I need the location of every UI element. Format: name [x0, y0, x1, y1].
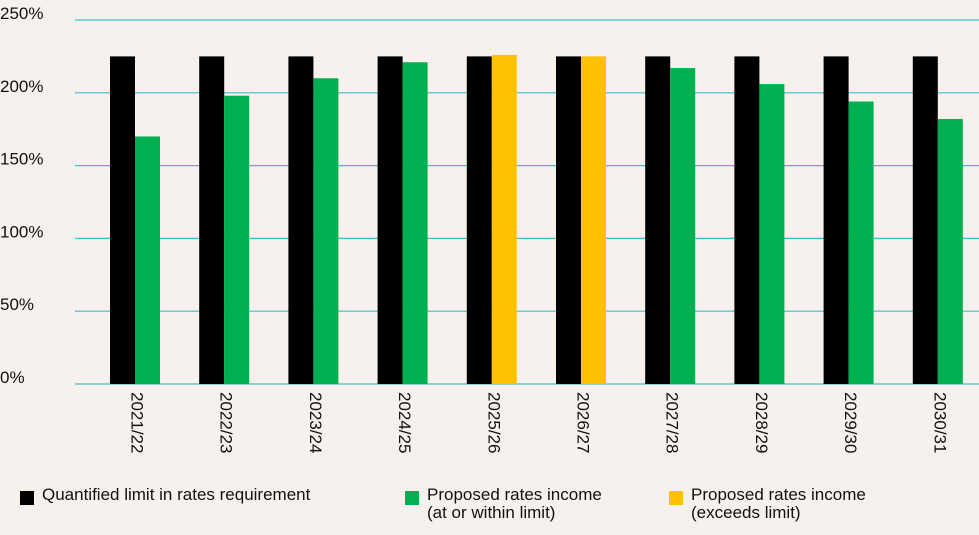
x-tick-label: 2025/26 [484, 392, 503, 453]
bar-proposed [313, 78, 339, 385]
x-tick-label: 2026/27 [574, 392, 593, 453]
legend-item-proposed-within: Proposed rates income (at or within limi… [405, 486, 602, 522]
bar-limit [823, 56, 849, 385]
bar-proposed [848, 101, 874, 384]
legend-swatch-proposed-within [405, 491, 419, 505]
bar-proposed [402, 62, 428, 384]
bar-limit [466, 56, 492, 385]
x-tick-label: 2022/23 [217, 392, 236, 453]
x-tick-label: 2021/22 [128, 392, 147, 453]
x-tick-label: 2028/29 [752, 392, 771, 453]
bar-limit [288, 56, 314, 385]
legend-label-limit: Quantified limit in rates requirement [42, 485, 311, 504]
legend-label-proposed-exceeds: Proposed rates income (exceeds limit) [691, 485, 866, 522]
x-tick-label: 2023/24 [306, 392, 325, 453]
bar-limit [912, 56, 938, 385]
bar-proposed [224, 95, 250, 384]
legend-label-proposed-within: Proposed rates income (at or within limi… [427, 485, 602, 522]
y-tick-label: 150% [0, 150, 43, 169]
y-tick-label: 50% [0, 295, 34, 314]
bar-proposed [581, 56, 606, 385]
legend: Quantified limit in rates requirement Pr… [0, 486, 979, 535]
bar-limit [110, 56, 135, 385]
bar-chart-svg: 0% 50% 100% 150% 200% 250% 2021/22 2022/23 2023/… [0, 4, 979, 453]
bar-limit [645, 56, 671, 385]
bar-proposed [937, 119, 963, 385]
legend-swatch-limit [20, 491, 34, 505]
legend-swatch-proposed-exceeds [669, 491, 683, 505]
bar-proposed [135, 136, 160, 384]
y-tick-label: 0% [0, 368, 25, 387]
y-tick-label: 250% [0, 4, 43, 23]
y-tick-label: 200% [0, 77, 43, 96]
bar-limit [377, 56, 403, 385]
bar-limit [734, 56, 760, 385]
bar-proposed [491, 54, 517, 384]
x-tick-label: 2027/28 [663, 392, 682, 453]
bar-limit [556, 56, 581, 385]
y-tick-label: 100% [0, 222, 43, 241]
x-tick-label: 2029/30 [841, 392, 860, 453]
legend-item-limit: Quantified limit in rates requirement [20, 486, 310, 505]
x-tick-label: 2024/25 [395, 392, 414, 453]
x-tick-label: 2030/31 [930, 392, 949, 453]
legend-item-proposed-exceeds: Proposed rates income (exceeds limit) [669, 486, 866, 522]
bar-limit [199, 56, 225, 385]
bar-proposed [670, 68, 696, 384]
bar-proposed [759, 84, 785, 385]
